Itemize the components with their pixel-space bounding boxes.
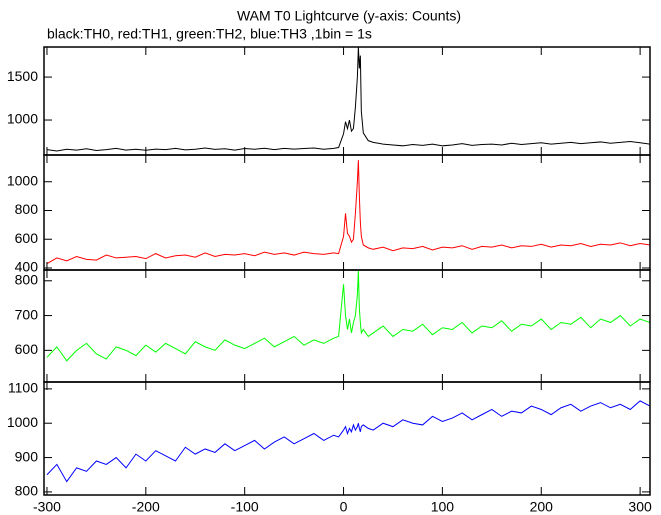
series-line bbox=[46, 160, 650, 265]
y-tick-label: 1000 bbox=[7, 111, 38, 127]
series-line bbox=[46, 47, 650, 152]
y-tick-label: 800 bbox=[15, 201, 39, 217]
y-tick-label: 1000 bbox=[7, 172, 38, 188]
y-tick-label: 900 bbox=[15, 448, 39, 464]
chart-subtitle: black:TH0, red:TH1, green:TH2, blue:TH3 … bbox=[47, 26, 372, 42]
y-tick-label: 600 bbox=[15, 341, 39, 357]
x-tick-label: 100 bbox=[431, 499, 455, 515]
y-tick-label: 800 bbox=[15, 271, 39, 287]
y-tick-label: 1100 bbox=[8, 380, 38, 396]
x-tick-label: 200 bbox=[530, 499, 554, 515]
y-tick-label: 1000 bbox=[7, 414, 38, 430]
x-tick-label: -200 bbox=[132, 499, 160, 515]
panel-frame bbox=[43, 381, 651, 496]
y-tick-label: 1500 bbox=[7, 68, 38, 84]
series-line bbox=[46, 270, 650, 362]
x-tick-label: -100 bbox=[231, 499, 259, 515]
y-tick-label: 700 bbox=[15, 306, 39, 322]
x-tick-label: 0 bbox=[340, 499, 348, 515]
y-tick-label: 600 bbox=[15, 230, 39, 246]
x-tick-label: -300 bbox=[33, 499, 61, 515]
x-tick-label: 300 bbox=[628, 499, 652, 515]
y-tick-label: 400 bbox=[15, 259, 39, 275]
y-tick-label: 800 bbox=[15, 483, 39, 499]
chart-title: WAM T0 Lightcurve (y-axis: Counts) bbox=[237, 8, 461, 24]
series-line bbox=[46, 400, 650, 483]
